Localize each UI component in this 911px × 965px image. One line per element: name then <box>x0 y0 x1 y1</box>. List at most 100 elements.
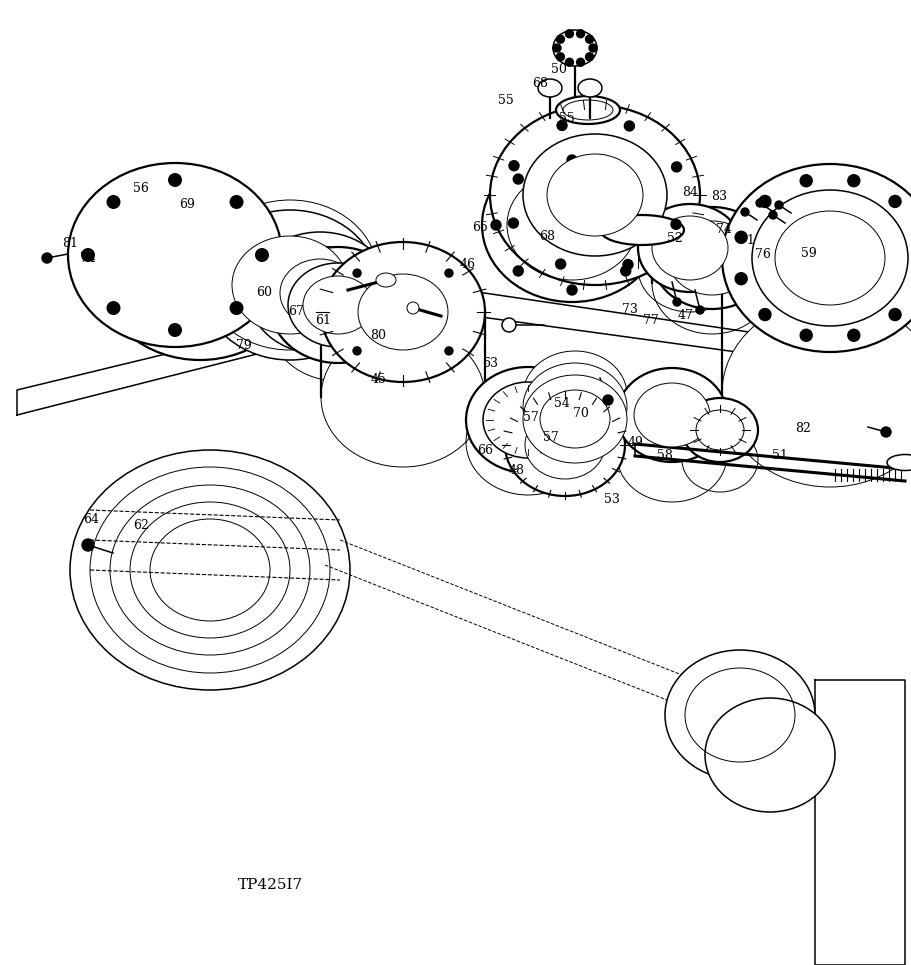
Circle shape <box>624 121 634 131</box>
Text: 63: 63 <box>482 357 498 371</box>
Circle shape <box>513 174 523 184</box>
Circle shape <box>407 302 419 314</box>
Text: 45: 45 <box>370 372 386 386</box>
Ellipse shape <box>523 363 627 451</box>
Text: 79: 79 <box>236 339 252 352</box>
Ellipse shape <box>634 383 710 447</box>
Ellipse shape <box>270 247 406 363</box>
Ellipse shape <box>722 164 911 352</box>
Ellipse shape <box>490 105 700 285</box>
Circle shape <box>502 318 516 332</box>
Text: 81: 81 <box>62 236 78 250</box>
Ellipse shape <box>466 367 590 473</box>
Ellipse shape <box>525 411 605 479</box>
Ellipse shape <box>617 368 727 462</box>
Ellipse shape <box>358 274 448 350</box>
Circle shape <box>671 162 681 172</box>
Text: 56: 56 <box>133 181 149 195</box>
Ellipse shape <box>128 213 272 337</box>
Polygon shape <box>815 680 905 965</box>
Ellipse shape <box>280 259 360 327</box>
Ellipse shape <box>578 79 602 97</box>
Ellipse shape <box>600 215 684 245</box>
Ellipse shape <box>523 134 667 256</box>
Circle shape <box>620 266 630 276</box>
Text: 52: 52 <box>667 232 683 245</box>
Text: 66: 66 <box>477 444 494 457</box>
Circle shape <box>889 196 901 207</box>
Ellipse shape <box>303 276 373 334</box>
Text: 67: 67 <box>288 305 304 318</box>
Ellipse shape <box>547 154 643 236</box>
Text: 82: 82 <box>795 422 812 435</box>
Circle shape <box>800 329 813 342</box>
Text: 51: 51 <box>772 449 788 462</box>
Circle shape <box>673 298 681 306</box>
Circle shape <box>566 58 573 67</box>
Ellipse shape <box>652 216 728 280</box>
Ellipse shape <box>482 148 662 302</box>
Circle shape <box>491 220 501 230</box>
Ellipse shape <box>100 190 300 360</box>
Text: 77: 77 <box>642 314 659 327</box>
Ellipse shape <box>682 398 758 462</box>
Circle shape <box>230 195 243 209</box>
Polygon shape <box>430 285 905 375</box>
Ellipse shape <box>538 79 562 97</box>
Text: 46: 46 <box>459 258 476 271</box>
Circle shape <box>557 35 565 43</box>
Circle shape <box>800 175 813 186</box>
Circle shape <box>513 266 523 276</box>
Text: 84: 84 <box>682 186 699 200</box>
Circle shape <box>557 121 567 130</box>
Text: 80: 80 <box>370 329 386 343</box>
Circle shape <box>759 309 771 320</box>
Circle shape <box>620 174 630 184</box>
Text: 74: 74 <box>716 223 732 236</box>
Circle shape <box>168 173 182 187</box>
Ellipse shape <box>202 210 378 360</box>
Circle shape <box>696 306 704 314</box>
Circle shape <box>586 35 594 43</box>
Text: 55: 55 <box>558 112 575 125</box>
Circle shape <box>567 285 577 295</box>
Ellipse shape <box>232 236 348 334</box>
Circle shape <box>735 273 747 285</box>
Circle shape <box>577 58 585 67</box>
Circle shape <box>848 175 860 186</box>
Ellipse shape <box>652 207 772 309</box>
Ellipse shape <box>321 242 485 382</box>
Text: 53: 53 <box>604 493 620 507</box>
Ellipse shape <box>288 263 388 347</box>
Circle shape <box>756 199 764 207</box>
Circle shape <box>353 346 361 355</box>
Text: 74: 74 <box>80 252 97 265</box>
Circle shape <box>42 253 52 263</box>
Circle shape <box>353 269 361 277</box>
Text: 65: 65 <box>472 221 488 234</box>
Ellipse shape <box>556 96 620 124</box>
Circle shape <box>445 346 453 355</box>
Text: 73: 73 <box>622 303 639 317</box>
Text: 69: 69 <box>179 198 195 211</box>
Circle shape <box>230 301 243 315</box>
Circle shape <box>623 260 633 269</box>
Circle shape <box>557 53 565 61</box>
Ellipse shape <box>68 163 282 347</box>
Text: 48: 48 <box>508 464 525 478</box>
Text: 57: 57 <box>543 430 559 444</box>
Ellipse shape <box>775 211 885 305</box>
Circle shape <box>643 220 653 230</box>
Circle shape <box>107 301 120 315</box>
Circle shape <box>769 211 777 219</box>
Circle shape <box>556 259 566 269</box>
Circle shape <box>168 323 182 337</box>
Text: 50: 50 <box>551 63 568 76</box>
Circle shape <box>775 201 783 209</box>
Circle shape <box>741 208 749 216</box>
Circle shape <box>881 427 891 437</box>
Circle shape <box>577 30 585 38</box>
Text: 76: 76 <box>754 248 771 262</box>
Text: 55: 55 <box>497 94 514 107</box>
Ellipse shape <box>638 204 742 292</box>
